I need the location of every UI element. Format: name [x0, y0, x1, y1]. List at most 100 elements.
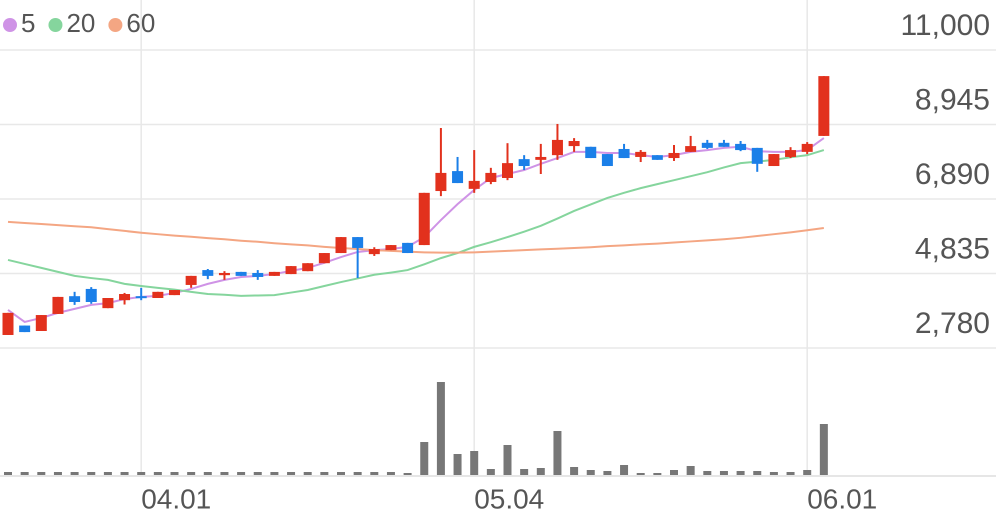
legend-swatch	[108, 18, 123, 32]
candle-body	[785, 150, 797, 157]
ma-line	[7, 137, 825, 324]
candle-body	[468, 180, 480, 189]
volume-bar	[803, 470, 812, 475]
volume-bar	[620, 465, 629, 475]
y-tick-label: 2,780	[915, 307, 990, 340]
candle-body	[2, 312, 14, 335]
volume-bar	[703, 471, 712, 475]
volume-bar	[753, 471, 762, 475]
candle-body	[818, 76, 830, 136]
volume-bar	[337, 472, 345, 475]
volume-bar	[87, 472, 96, 475]
y-tick-label: 8,945	[915, 83, 990, 116]
candle-body	[651, 155, 663, 160]
candle-body	[435, 172, 447, 192]
ma-line	[7, 149, 825, 297]
candle-body	[768, 154, 780, 167]
volume-bar	[436, 382, 445, 475]
candle-body	[85, 288, 97, 302]
y-tick-label: 11,000	[900, 9, 990, 42]
candle-body	[452, 171, 464, 184]
candle-body	[302, 263, 314, 272]
legend-label: 20	[66, 8, 95, 38]
volume-bar	[386, 472, 395, 475]
volume-bar	[287, 472, 296, 475]
candle-body	[502, 163, 513, 178]
volume-bar	[786, 472, 795, 475]
volume-bar	[320, 472, 329, 475]
candle-body	[152, 291, 164, 298]
legend-label: 60	[126, 8, 155, 38]
y-tick-label: 4,835	[915, 232, 990, 265]
candle-body	[635, 151, 647, 157]
volume-bar	[370, 472, 379, 475]
volume-bar	[203, 472, 212, 475]
candle-body	[335, 237, 347, 254]
candle-body	[618, 148, 630, 159]
candle-body	[185, 275, 197, 285]
candle-body	[218, 272, 230, 276]
volume-bar	[70, 472, 79, 475]
candle-body	[202, 270, 214, 276]
volume-bar	[536, 468, 545, 475]
volume-bar	[503, 445, 512, 475]
legend-swatch	[3, 18, 17, 32]
volume-bar	[270, 472, 279, 475]
volume-bar	[769, 472, 778, 475]
volume-bar	[603, 471, 612, 475]
candle-body	[402, 242, 414, 254]
volume-bar	[120, 472, 129, 475]
candle-body	[568, 141, 580, 147]
volume-bar	[420, 442, 429, 475]
candle-body	[69, 296, 81, 302]
candle-body	[318, 253, 330, 264]
x-tick-label: 04.01	[141, 483, 211, 514]
volume-bar	[237, 472, 246, 475]
volume-bar	[353, 472, 362, 475]
volume-bar	[686, 466, 695, 475]
volume-bar	[819, 424, 828, 475]
candle-body	[668, 152, 680, 159]
volume-bar	[20, 472, 29, 475]
volume-bar	[303, 472, 312, 475]
candle-body	[35, 315, 47, 331]
volume-bar	[220, 472, 229, 475]
legend-swatch	[48, 18, 63, 32]
volume-bar	[670, 470, 678, 475]
candle-body	[368, 249, 380, 255]
volume-bar	[253, 472, 262, 475]
candle-body	[701, 142, 713, 148]
candle-body	[485, 172, 497, 182]
volume-bar	[520, 469, 529, 475]
ma-line	[7, 220, 824, 254]
volume-bar	[170, 472, 179, 475]
candle-body	[135, 296, 147, 299]
volume-bar	[453, 454, 462, 475]
volume-bar	[553, 431, 562, 475]
candle-body	[518, 159, 530, 167]
candle-body	[119, 294, 131, 301]
volume-bar	[187, 472, 196, 475]
volume-bar	[153, 472, 162, 475]
candle-body	[585, 146, 597, 159]
volume-bar	[636, 473, 645, 475]
volume-bar	[570, 467, 579, 475]
volume-bar	[137, 472, 146, 475]
candle-body	[801, 143, 813, 152]
candle-body	[601, 154, 613, 167]
candle-body	[385, 245, 397, 251]
volume-bar	[719, 471, 728, 475]
candle-body	[252, 272, 264, 277]
candle-body	[718, 142, 730, 147]
candle-body	[535, 156, 547, 160]
volume-bar	[37, 472, 46, 475]
candle-body	[352, 237, 364, 248]
volume-bar	[403, 473, 412, 475]
candle-body	[169, 290, 180, 296]
candle-body	[551, 139, 563, 156]
candle-body	[102, 297, 114, 309]
volume-bar	[53, 472, 62, 475]
volume-bar	[4, 472, 12, 475]
candle-body	[685, 146, 697, 152]
